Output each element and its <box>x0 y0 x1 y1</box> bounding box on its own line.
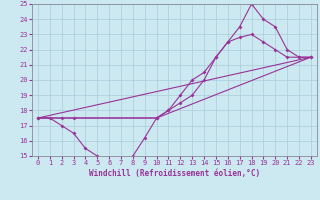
X-axis label: Windchill (Refroidissement éolien,°C): Windchill (Refroidissement éolien,°C) <box>89 169 260 178</box>
